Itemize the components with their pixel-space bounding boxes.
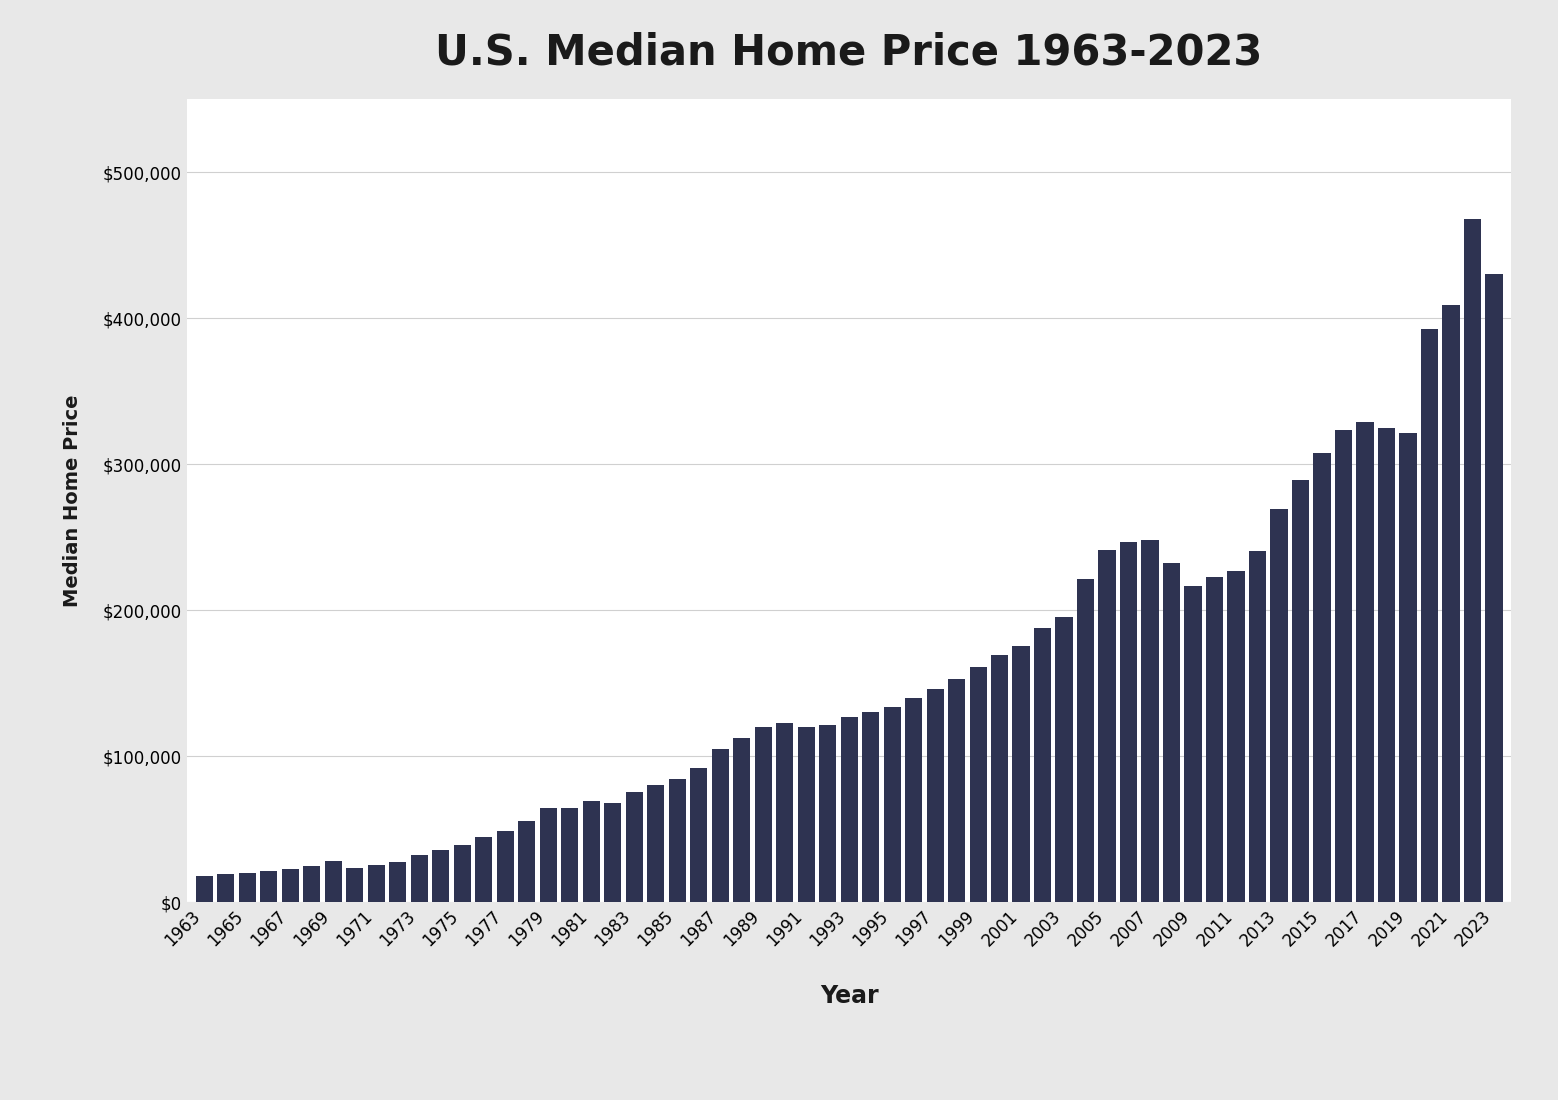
Bar xyxy=(732,738,751,902)
Bar xyxy=(927,689,944,902)
Bar xyxy=(969,667,986,902)
Bar xyxy=(196,876,213,902)
Bar xyxy=(517,821,536,902)
Bar xyxy=(712,749,729,902)
Bar xyxy=(1443,305,1460,902)
Bar xyxy=(1465,219,1482,902)
Bar xyxy=(798,727,815,902)
Bar xyxy=(1292,481,1309,902)
Bar xyxy=(1377,428,1394,902)
Bar xyxy=(690,768,707,902)
Bar xyxy=(1120,542,1137,902)
Bar xyxy=(282,869,299,902)
Bar xyxy=(1055,617,1073,902)
Bar xyxy=(820,725,837,902)
Bar xyxy=(776,723,793,902)
Title: U.S. Median Home Price 1963-2023: U.S. Median Home Price 1963-2023 xyxy=(435,31,1264,74)
Bar xyxy=(1399,433,1416,902)
Bar xyxy=(1250,551,1267,902)
Bar xyxy=(905,697,922,902)
Bar xyxy=(453,845,471,902)
Bar xyxy=(583,802,600,902)
Bar xyxy=(1485,274,1502,902)
Y-axis label: Median Home Price: Median Home Price xyxy=(64,394,83,607)
Bar xyxy=(1077,580,1094,902)
Bar xyxy=(1098,550,1116,902)
Bar xyxy=(668,779,686,902)
Bar xyxy=(991,656,1008,902)
Bar xyxy=(1228,571,1245,902)
Bar xyxy=(1184,585,1201,902)
Bar xyxy=(625,792,643,902)
Bar xyxy=(605,803,622,902)
Bar xyxy=(1313,452,1331,902)
Bar xyxy=(1270,509,1287,902)
Bar xyxy=(217,873,234,902)
Bar xyxy=(238,872,256,902)
Bar xyxy=(390,861,407,902)
Bar xyxy=(324,861,341,902)
Bar xyxy=(561,807,578,902)
Bar xyxy=(947,680,966,902)
Bar xyxy=(539,807,556,902)
Bar xyxy=(260,871,277,902)
Bar xyxy=(346,868,363,902)
Bar xyxy=(840,717,858,902)
Bar xyxy=(1335,430,1352,902)
Bar xyxy=(368,866,385,902)
Bar xyxy=(475,837,492,902)
Bar xyxy=(754,727,771,902)
Bar xyxy=(497,830,514,902)
Bar xyxy=(862,712,879,902)
Bar xyxy=(304,866,321,902)
Bar xyxy=(647,785,664,902)
Bar xyxy=(1357,422,1374,902)
Bar xyxy=(1206,576,1223,902)
Bar xyxy=(1013,646,1030,902)
Bar xyxy=(883,706,901,902)
Bar xyxy=(1421,329,1438,902)
Bar xyxy=(432,849,449,902)
Bar xyxy=(1035,628,1052,902)
Bar xyxy=(1162,563,1179,902)
X-axis label: Year: Year xyxy=(820,984,879,1009)
Bar xyxy=(1142,540,1159,902)
Bar xyxy=(411,855,428,902)
